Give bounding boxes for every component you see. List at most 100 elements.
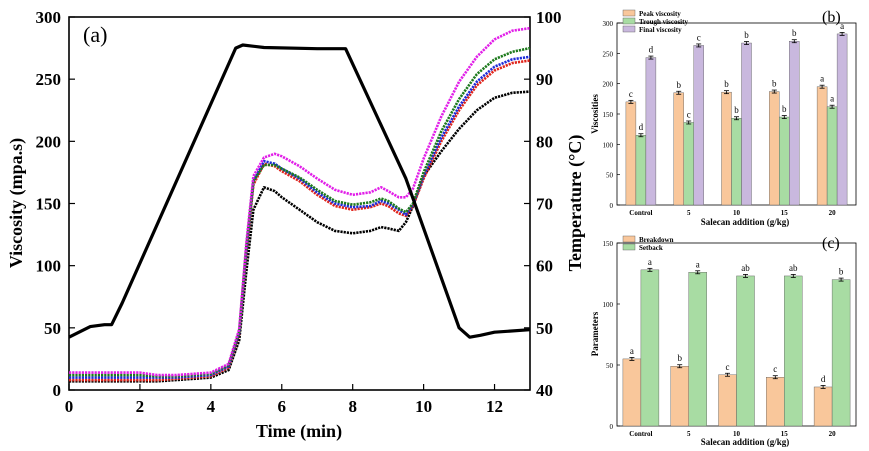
bar-y-tick-label: 300 bbox=[603, 20, 614, 28]
temperature-line bbox=[68, 43, 531, 339]
bar bbox=[784, 275, 803, 427]
viscosity-series-line-1 bbox=[69, 90, 531, 383]
panel-c-y-axis: 0 50 100 150 bbox=[603, 240, 620, 431]
panel-a-label: (a) bbox=[83, 22, 107, 47]
legend-label: Setback bbox=[639, 244, 663, 252]
bar-x-tick-label: Control bbox=[629, 209, 652, 217]
significance-letter: a bbox=[630, 346, 634, 356]
legend-swatch bbox=[622, 17, 636, 25]
legend-swatch bbox=[622, 25, 636, 33]
bar bbox=[718, 374, 737, 427]
significance-letter: b bbox=[724, 79, 729, 89]
bar-x-tick-label: 15 bbox=[781, 430, 789, 438]
panel-a-right-axis-title: Temperature (°C) bbox=[565, 135, 586, 272]
significance-letter: a bbox=[648, 257, 652, 267]
a-x-tick-label: 6 bbox=[278, 397, 287, 416]
a-x-tick-label: 4 bbox=[207, 397, 216, 416]
a-right-tick-label: 40 bbox=[536, 381, 553, 400]
bar-y-tick-label: 150 bbox=[603, 240, 614, 248]
legend-swatch bbox=[622, 9, 636, 17]
panel-a-series-group bbox=[68, 26, 531, 383]
panel-c-label: (c) bbox=[822, 235, 840, 252]
bar-x-tick-label: 15 bbox=[781, 209, 789, 217]
legend-swatch bbox=[622, 235, 636, 243]
bar-x-tick-label: 20 bbox=[829, 209, 837, 217]
bar bbox=[779, 116, 790, 206]
a-left-tick-label: 50 bbox=[44, 319, 61, 338]
bar bbox=[625, 101, 637, 206]
significance-letter: a bbox=[696, 259, 700, 269]
a-x-tick-label: 8 bbox=[348, 397, 357, 416]
panel-a-x-axis: 0 2 4 6 8 10 12 bbox=[65, 384, 503, 416]
a-right-tick-label: 100 bbox=[536, 8, 562, 27]
bar bbox=[731, 118, 742, 206]
bar-y-tick-label: 200 bbox=[603, 81, 614, 89]
a-right-tick-label: 60 bbox=[536, 257, 553, 276]
significance-letter: b bbox=[677, 353, 682, 363]
bar bbox=[645, 57, 657, 206]
panel-a-left-axis: 0 50 100 150 200 250 300 bbox=[36, 8, 75, 400]
a-right-tick-label: 70 bbox=[536, 195, 553, 214]
a-x-tick-label: 10 bbox=[415, 397, 432, 416]
panel-b-x-axis-title: Salecan addition (g/kg) bbox=[701, 217, 790, 227]
bar bbox=[826, 106, 838, 206]
panel-a-x-axis-title: Time (min) bbox=[256, 421, 342, 442]
a-left-tick-label: 0 bbox=[53, 381, 62, 400]
significance-letter: b bbox=[772, 79, 777, 89]
bar-x-tick-label: 10 bbox=[733, 209, 741, 217]
significance-letter: c bbox=[697, 32, 701, 42]
a-x-tick-label: 2 bbox=[136, 397, 145, 416]
bar bbox=[670, 366, 689, 427]
bar bbox=[640, 269, 660, 427]
viscosity-series-line-2 bbox=[69, 59, 531, 382]
bar bbox=[769, 91, 780, 206]
a-x-tick-label: 12 bbox=[486, 397, 503, 416]
bar bbox=[622, 358, 642, 427]
viscosity-series-line-5 bbox=[69, 26, 531, 377]
bar bbox=[836, 33, 848, 206]
panel-b-bar-chart: (b) 0 50 100 150 200 250 300 Control 5 10 15 20 c d… bbox=[590, 9, 857, 227]
viscosity-series-line-4 bbox=[69, 46, 531, 378]
panel-a-right-axis: 40 50 60 70 80 90 100 bbox=[524, 8, 562, 400]
panel-c-y-axis-title: Parameters bbox=[590, 311, 600, 356]
panel-b-y-axis: 0 50 100 150 200 250 300 bbox=[603, 20, 620, 210]
bar bbox=[635, 135, 647, 206]
bar-x-tick-label: 5 bbox=[687, 209, 691, 217]
bar bbox=[831, 279, 851, 427]
bar-y-tick-label: 150 bbox=[603, 111, 614, 119]
panel-a-left-axis-title: Viscosity (mpa.s) bbox=[6, 138, 27, 268]
a-left-tick-label: 100 bbox=[36, 257, 62, 276]
bar bbox=[816, 86, 828, 206]
bar-x-tick-label: 20 bbox=[829, 430, 837, 438]
a-right-tick-label: 50 bbox=[536, 319, 553, 338]
a-right-tick-label: 90 bbox=[536, 70, 553, 89]
bar bbox=[673, 92, 684, 206]
legend-label: Peak viscosity bbox=[639, 10, 681, 18]
a-right-tick-label: 80 bbox=[536, 132, 553, 151]
bar bbox=[721, 91, 732, 206]
panel-c-x-axis-title: Salecan addition (g/kg) bbox=[701, 437, 790, 447]
a-left-tick-label: 150 bbox=[36, 195, 62, 214]
significance-letter: c bbox=[773, 364, 777, 374]
bar-y-tick-label: 100 bbox=[603, 141, 614, 149]
significance-letter: b bbox=[734, 105, 739, 115]
panel-a-plot-frame bbox=[68, 16, 531, 391]
bar-y-tick-label: 250 bbox=[603, 50, 614, 58]
significance-letter: b bbox=[792, 28, 797, 38]
bar-y-tick-label: 0 bbox=[610, 423, 614, 431]
panel-b-y-axis-title: Viscosities bbox=[590, 94, 600, 134]
significance-letter: b bbox=[839, 267, 844, 277]
significance-letter: a bbox=[830, 94, 834, 104]
a-x-tick-label: 0 bbox=[65, 397, 74, 416]
significance-letter: c bbox=[687, 109, 691, 119]
significance-letter: ab bbox=[741, 263, 750, 273]
bar bbox=[789, 41, 800, 206]
bar bbox=[813, 386, 833, 427]
bar-x-tick-label: Control bbox=[629, 430, 652, 438]
bar-y-tick-label: 50 bbox=[606, 362, 614, 370]
